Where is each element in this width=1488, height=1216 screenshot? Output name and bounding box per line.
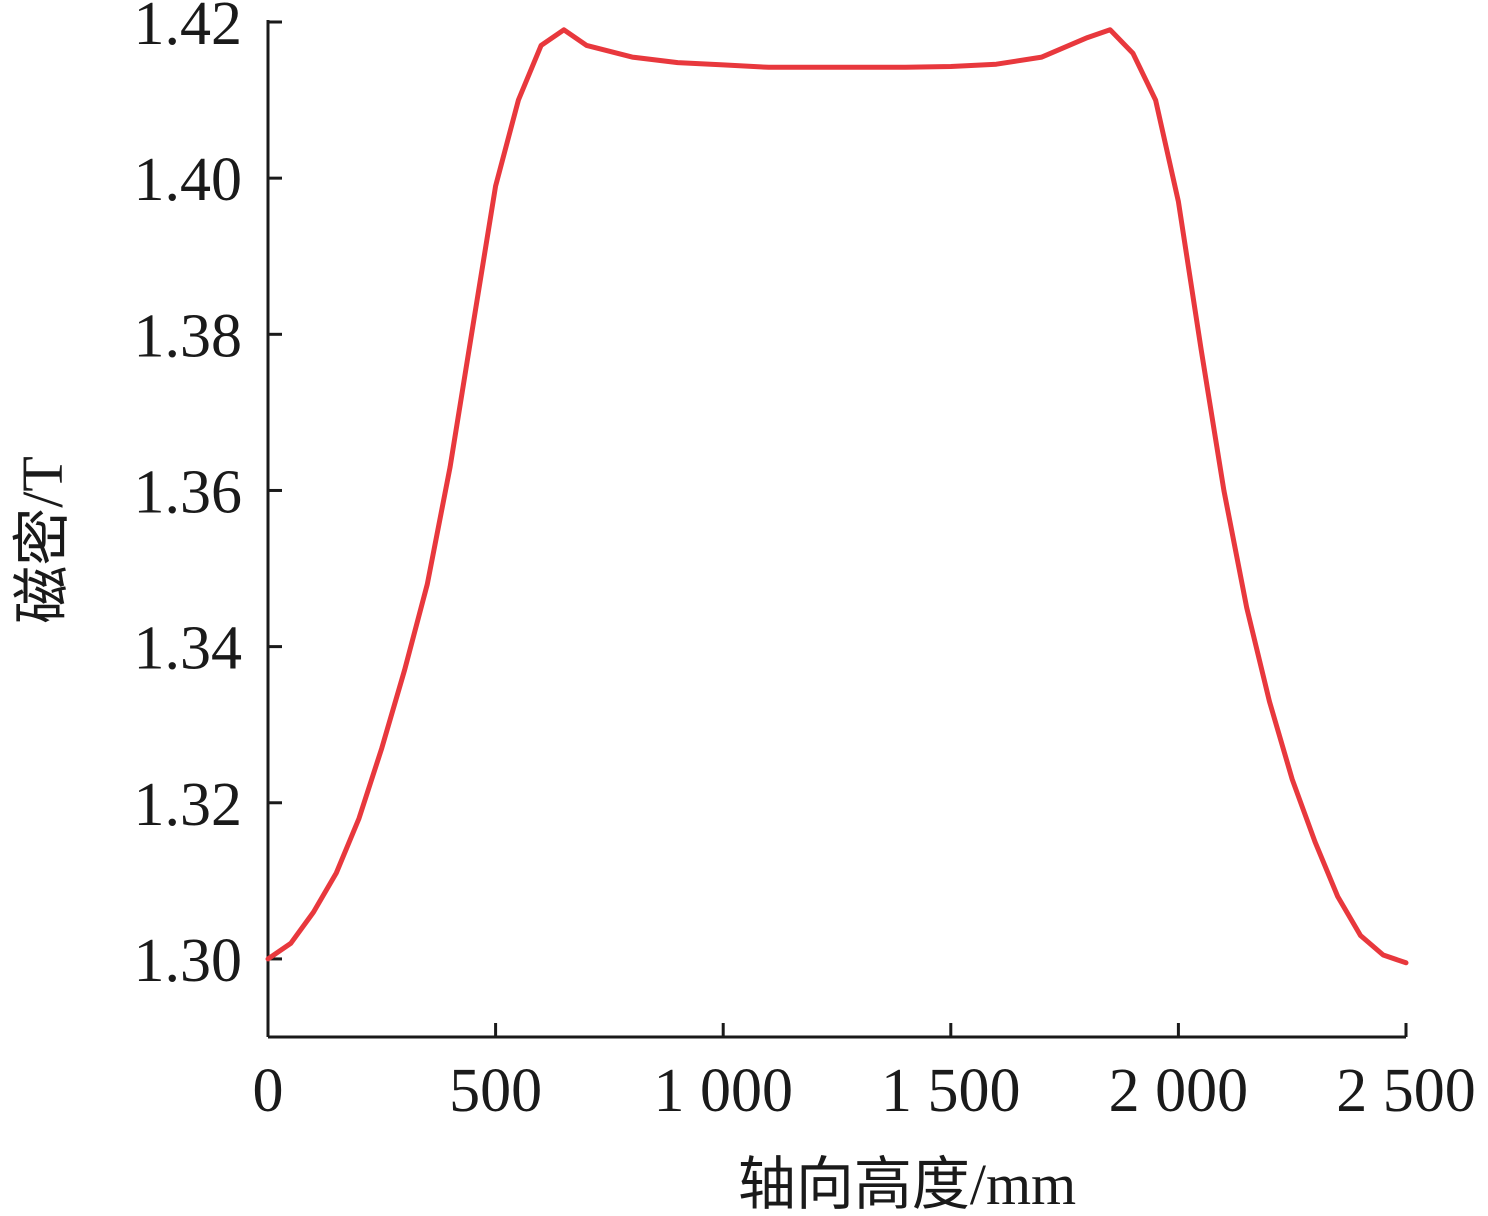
x-tick-label: 1 500 [881,1057,1021,1125]
y-tick-label: 1.34 [134,615,243,683]
x-tick-label: 2 000 [1109,1057,1249,1125]
series-line-0 [265,27,1409,966]
y-ticks: 1.30 1.32 1.34 1.36 1.38 1.40 1.42 [134,0,282,995]
x-tick-label: 0 [253,1057,284,1125]
x-tick-label: 500 [449,1057,542,1125]
x-axis-title: 轴向高度/mm [738,1152,1076,1216]
y-tick-label: 1.40 [134,146,243,214]
x-tick-label: 1 000 [653,1057,793,1125]
x-ticks: 0 500 1 000 1 500 2 000 2 500 [253,1023,1476,1125]
y-tick-label: 1.42 [134,0,243,58]
y-axis-title: 磁密/T [10,456,75,624]
y-tick-label: 1.32 [134,771,243,839]
y-tick-label: 1.36 [134,458,243,526]
y-tick-label: 1.30 [134,927,243,995]
x-tick-label: 2 500 [1336,1057,1476,1125]
axes [266,20,1406,1039]
series-group [265,27,1409,966]
y-tick-label: 1.38 [134,302,243,370]
